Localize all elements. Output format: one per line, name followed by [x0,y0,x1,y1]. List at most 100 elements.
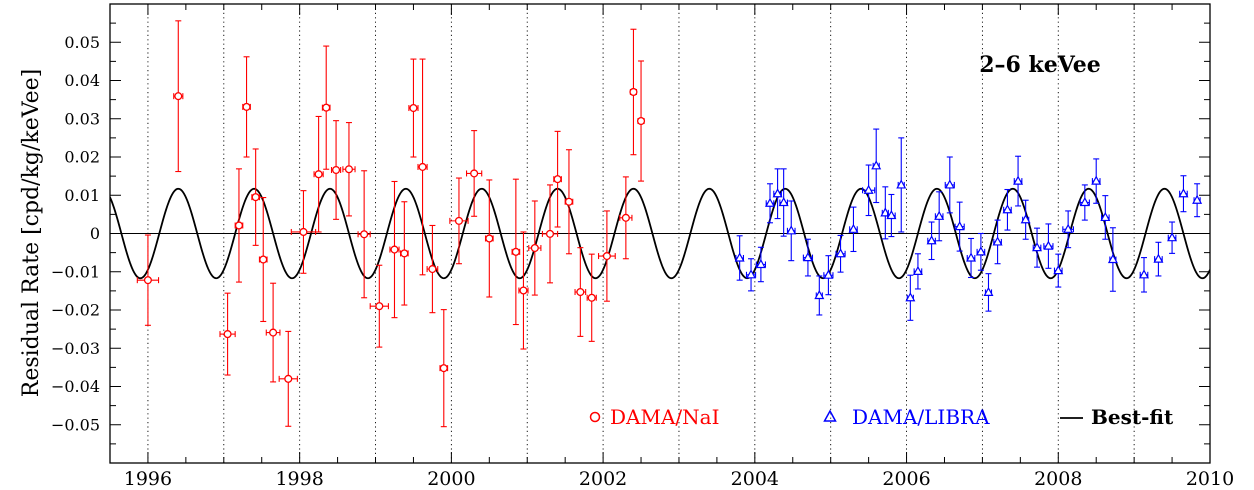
dama-nai-marker [576,287,585,297]
dama-libra-point [944,156,955,214]
dama-libra-marker [886,209,897,220]
dama-libra-marker [926,235,937,245]
data-layer [110,20,1210,428]
y-tick-label: 0.04 [64,71,100,90]
best-fit-curve [110,187,1210,280]
dama-nai-point [400,201,409,306]
dama-libra-point [1107,227,1118,292]
dama-libra-point [1178,175,1189,213]
dama-libra-marker [934,210,945,220]
dama-nai-point [251,148,260,246]
dama-libra-marker [1138,269,1150,279]
x-tick-label: 2008 [1034,468,1082,490]
dama-libra-point [886,193,897,238]
dama-nai-marker [234,221,244,230]
dama-libra-marker [823,269,834,279]
dama-libra-marker [863,184,874,194]
dama-libra-marker [954,221,965,231]
dama-nai-marker [360,230,369,239]
dama-nai-point [290,190,317,274]
dama-nai-marker [299,227,308,237]
dama-nai-point [449,177,469,265]
dama-nai-point [219,292,236,376]
dama-libra-point [1043,223,1054,269]
dama-nai-marker [418,162,427,171]
x-tick-label: 2010 [1186,468,1234,490]
dama-libra-point [745,258,757,292]
dama-libra-marker [1167,232,1178,242]
dama-nai-point [636,60,646,182]
dama-nai-point [313,115,324,233]
dama-libra-point [835,234,846,273]
dama-nai-point [234,168,244,283]
dama-nai-marker [530,243,539,253]
dama-libra-point [778,168,789,237]
plot-frame [109,3,1211,464]
dama-nai-marker [564,197,574,206]
dama-libra-point [926,221,937,261]
dama-nai-point [330,120,342,220]
dama-nai-marker [143,276,152,285]
dama-nai-point [598,210,616,302]
dama-libra-point [1192,183,1203,218]
x-tick-label: 2006 [882,468,930,490]
dama-libra-marker [1053,265,1064,275]
dama-nai-marker [454,216,464,225]
dama-libra-marker [1013,175,1024,185]
dama-nai-point [541,184,559,284]
dama-libra-point [734,235,745,281]
dama-nai-point [278,330,298,427]
y-tick-label: −0.02 [51,301,100,320]
dama-nai-marker [284,374,293,383]
dama-nai-point [389,180,400,319]
dama-libra-marker [802,252,813,262]
dama-nai-marker [344,165,354,174]
dama-libra-point [772,168,783,220]
dama-nai-marker [390,245,399,254]
dama-nai-marker [439,364,448,373]
dama-libra-point [1053,253,1064,288]
dama-nai-point [518,231,529,350]
dama-libra-marker [1043,240,1054,250]
dama-nai-point [553,130,562,228]
dama-libra-marker [966,252,977,262]
dama-libra-marker [944,179,955,189]
dama-nai-point [619,176,633,260]
dama-nai-marker [587,293,596,302]
dama-libra-point [1100,195,1111,240]
dama-libra-marker [786,225,797,235]
dama-libra-marker [755,258,766,269]
dama-libra-marker [746,269,757,279]
y-tick-label: −0.04 [51,377,100,396]
axis-labels: 1996 1998 2000 2002 2004 2006 2008 2010 −0.05 −0.… [51,33,1234,490]
energy-annotation: 2–6 keVee [979,52,1101,78]
dama-libra-point [896,137,907,233]
x-tick-label: 2002 [579,468,627,490]
dama-nai-marker [511,247,520,256]
dama-nai-marker [553,175,562,184]
dama-nai-marker [621,213,630,222]
dama-nai-point [426,224,439,314]
dama-nai-point [466,130,483,217]
x-tick-label: 2000 [427,468,475,490]
dama-libra-marker [1020,214,1031,224]
dama-libra-point [912,253,923,290]
dama-nai-point [574,247,587,337]
legend: DAMA/NaI DAMA/LIBRA Best-fit [589,405,1174,429]
dama-libra-point [802,238,814,277]
dama-libra-marker [734,252,745,262]
dama-libra-point [1020,199,1031,240]
dama-nai-point [173,20,184,173]
dama-nai-point [528,200,542,296]
dama-nai-marker [636,116,646,126]
dama-libra-marker [764,197,776,207]
dama-nai-point [342,122,356,217]
dama-nai-marker [400,249,409,258]
dama-libra-point [983,273,994,312]
dama-libra-marker [983,286,994,297]
dama-libra-marker [1107,253,1118,264]
x-tick-label: 1998 [275,468,323,490]
dama-nai-marker [485,234,494,243]
y-tick-label: 0.03 [64,109,100,128]
